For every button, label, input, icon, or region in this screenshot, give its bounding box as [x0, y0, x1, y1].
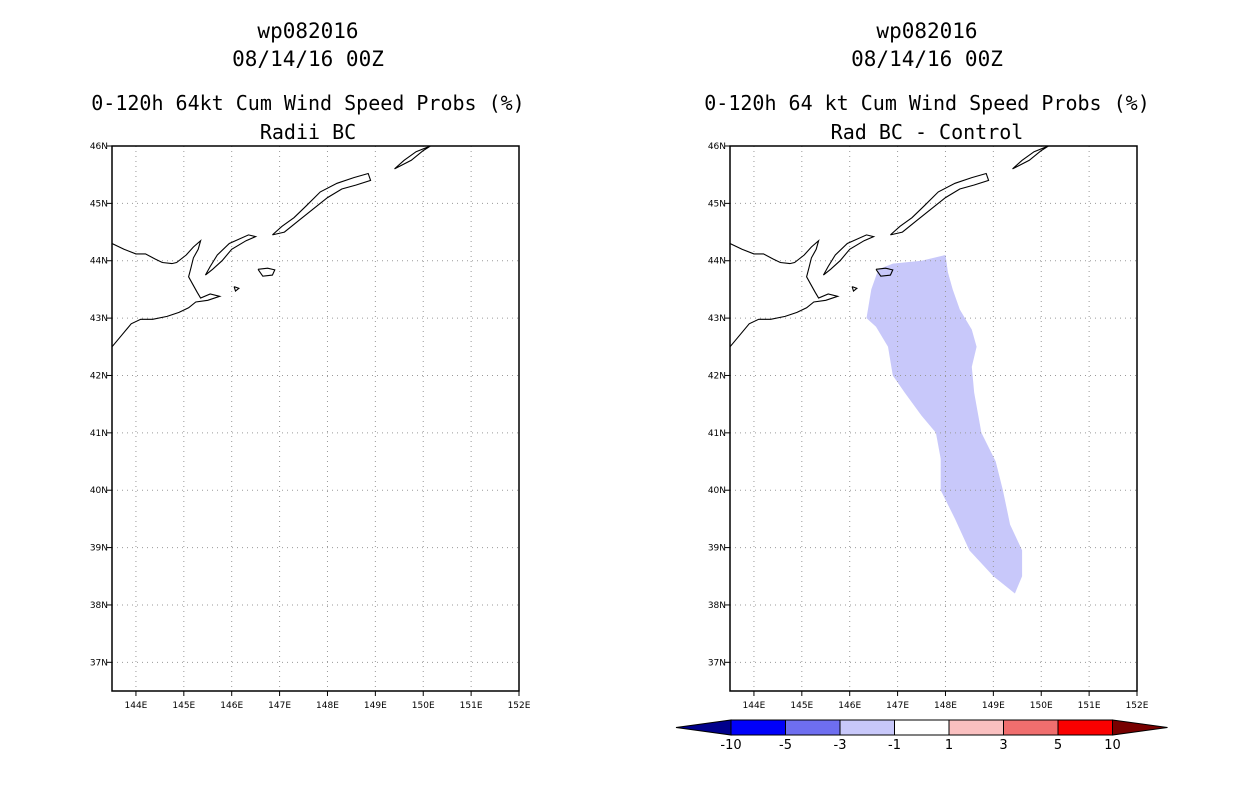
right-x-tick-label-7: 151E [1078, 701, 1101, 711]
colorbar-arrow-low [675, 719, 732, 736]
right-x-tick-label-6: 150E [1030, 701, 1053, 711]
right-y-tick-label-2: 39N [708, 544, 726, 554]
left-x-tick-label-2: 146E [220, 701, 243, 711]
right-x-tick-label-0: 144E [743, 701, 766, 711]
left-title-date: 08/14/16 00Z [232, 47, 384, 71]
left-y-tick-label-0: 37N [90, 658, 108, 668]
colorbar-segment-2 [839, 719, 895, 736]
right-y-tick-label-7: 44N [708, 257, 726, 267]
left-x-tick-label-5: 149E [364, 701, 387, 711]
colorbar-arrow-high [1112, 719, 1168, 736]
right-y-tick-label-8: 45N [708, 199, 726, 209]
right-coastline-iturup [890, 172, 990, 236]
right-y-tick-label-3: 40N [708, 486, 726, 496]
right-coastline-urup [1012, 146, 1049, 170]
left-coastline-iturup [272, 172, 372, 236]
right-title-product: 0-120h 64 kt Cum Wind Speed Probs (%) [704, 91, 1150, 115]
left-x-tick-label-1: 145E [172, 701, 195, 711]
colorbar-label-4: 1 [945, 738, 953, 753]
right-title-subtitle: Rad BC - Control [831, 120, 1024, 144]
left-y-tick-label-8: 45N [90, 199, 108, 209]
colorbar-label-2: -3 [834, 738, 847, 753]
left-y-tick-label-4: 41N [90, 429, 108, 439]
colorbar-label-0: -10 [720, 738, 741, 753]
right-x-tick-label-2: 146E [838, 701, 861, 711]
right-title-storm: wp082016 [876, 19, 977, 43]
left-title-storm: wp082016 [257, 19, 358, 43]
colorbar-segment-0 [730, 719, 786, 736]
colorbar-segment-3 [894, 719, 950, 736]
right-map-frame [729, 145, 1138, 692]
right-y-tick-label-1: 38N [708, 601, 726, 611]
right-shaded-region-0 [866, 255, 1023, 594]
colorbar-segment-5 [1003, 719, 1059, 736]
right-coastline-hokkaido_east [730, 239, 840, 348]
left-x-tick-label-6: 150E [412, 701, 435, 711]
right-map-panel: 144E 145E 146E 147E 148E 149E 150E 151E 152E 37N 3… [708, 142, 1149, 711]
colorbar-segment-4 [948, 719, 1004, 736]
left-x-tick-label-0: 144E [125, 701, 148, 711]
left-title-subtitle: Radii BC [260, 120, 356, 144]
left-coastline-hokkaido_east [112, 239, 222, 348]
right-coastline-kunashir [822, 234, 876, 276]
right-y-tick-label-0: 37N [708, 658, 726, 668]
left-x-tick-label-3: 147E [268, 701, 291, 711]
left-x-tick-label-8: 152E [508, 701, 531, 711]
right-title-date: 08/14/16 00Z [851, 47, 1003, 71]
right-x-tick-label-8: 152E [1126, 701, 1149, 711]
right-coastline-shikotan [875, 267, 894, 277]
right-y-tick-label-5: 42N [708, 371, 726, 381]
left-coastline-shikotan [257, 267, 276, 277]
left-x-tick-label-7: 151E [460, 701, 483, 711]
left-y-tick-label-7: 44N [90, 257, 108, 267]
colorbar-label-5: 3 [999, 738, 1007, 753]
right-x-tick-label-5: 149E [982, 701, 1005, 711]
colorbar: -10 -5 -3 -1 1 3 5 10 [675, 719, 1168, 753]
left-y-tick-label-1: 38N [90, 601, 108, 611]
colorbar-label-3: -1 [888, 738, 901, 753]
colorbar-segment-1 [785, 719, 841, 736]
right-y-tick-label-4: 41N [708, 429, 726, 439]
left-map-panel: 144E 145E 146E 147E 148E 149E 150E 151E 152E 37N 3… [90, 142, 531, 711]
right-x-tick-label-4: 148E [934, 701, 957, 711]
left-y-tick-label-9: 46N [90, 142, 108, 152]
colorbar-label-1: -5 [779, 738, 792, 753]
right-coastline-islet [851, 286, 859, 293]
right-y-tick-label-9: 46N [708, 142, 726, 152]
left-y-tick-label-2: 39N [90, 544, 108, 554]
left-coastline-urup [394, 146, 431, 170]
right-x-tick-label-3: 147E [886, 701, 909, 711]
colorbar-segment-6 [1057, 719, 1113, 736]
left-coastline-kunashir [204, 234, 258, 276]
left-x-tick-label-4: 148E [316, 701, 339, 711]
left-y-tick-label-3: 40N [90, 486, 108, 496]
right-x-tick-label-1: 145E [790, 701, 813, 711]
colorbar-label-7: 10 [1104, 738, 1121, 753]
left-y-tick-label-5: 42N [90, 371, 108, 381]
left-map-frame [111, 145, 520, 692]
left-title-product: 0-120h 64kt Cum Wind Speed Probs (%) [91, 91, 524, 115]
left-coastline-islet [233, 286, 241, 293]
right-y-tick-label-6: 43N [708, 314, 726, 324]
colorbar-label-6: 5 [1054, 738, 1062, 753]
left-y-tick-label-6: 43N [90, 314, 108, 324]
